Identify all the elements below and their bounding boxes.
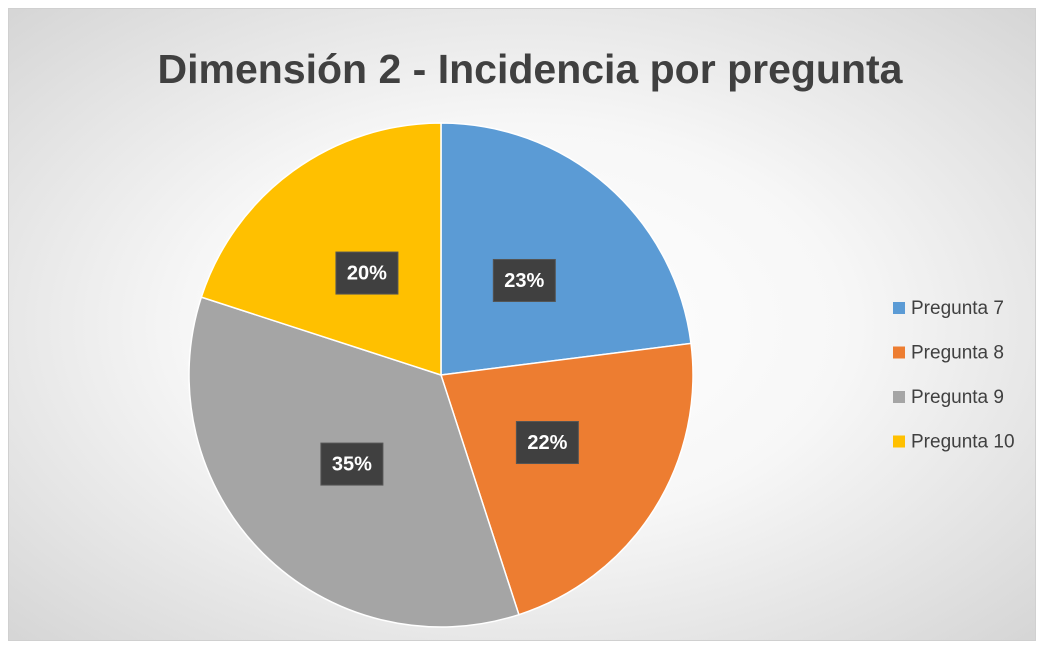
data-label: 22% xyxy=(527,432,567,454)
pie-slice xyxy=(200,122,442,377)
pie-slice xyxy=(440,342,694,616)
pie-slice xyxy=(440,122,692,376)
legend-label: Pregunta 8 xyxy=(911,343,1004,364)
legend-swatch xyxy=(893,302,905,314)
legend-swatch xyxy=(893,346,905,359)
data-label: 35% xyxy=(332,453,372,475)
legend-label: Pregunta 7 xyxy=(911,298,1004,319)
data-label-box xyxy=(515,421,579,465)
data-label-box xyxy=(492,258,556,302)
data-label: 20% xyxy=(347,262,387,284)
chart-title: Dimensión 2 - Incidencia por pregunta xyxy=(158,46,904,92)
legend-label: Pregunta 10 xyxy=(911,432,1015,453)
data-label: 23% xyxy=(504,270,544,292)
data-label-box xyxy=(320,442,384,486)
data-label-box xyxy=(335,251,399,295)
legend-swatch xyxy=(893,391,905,403)
legend-label: Pregunta 9 xyxy=(911,387,1004,408)
legend-swatch xyxy=(893,435,905,448)
